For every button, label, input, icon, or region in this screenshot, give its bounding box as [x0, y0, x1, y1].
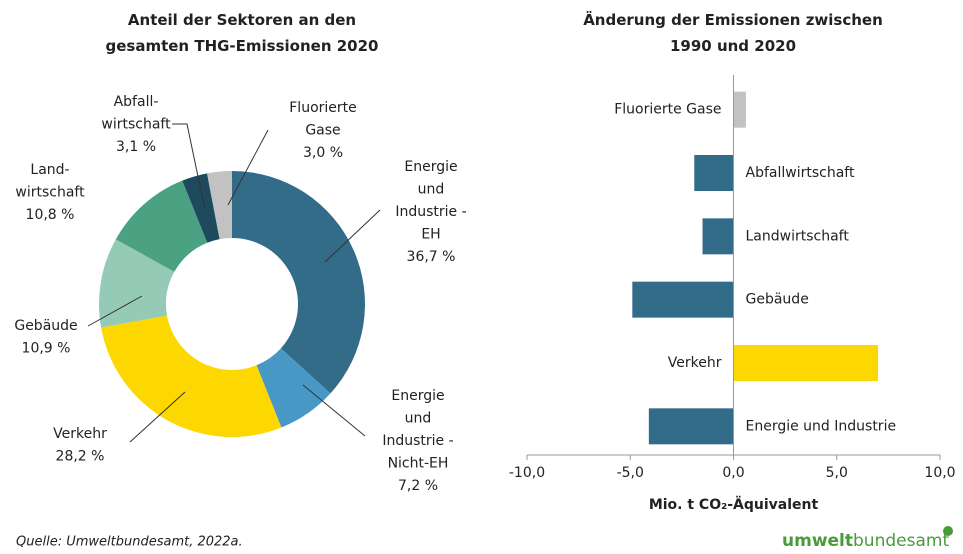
leader-line	[172, 123, 206, 211]
bar	[694, 155, 734, 191]
category-label: Fluorierte Gase	[614, 102, 721, 118]
bar	[648, 408, 734, 445]
segment-label: Fluorierte Gase	[289, 100, 357, 139]
leader-line	[87, 295, 143, 327]
donut-segment	[256, 348, 331, 428]
segment-label: Gebäude	[14, 318, 77, 334]
donut-segment	[101, 315, 282, 437]
donut-segment	[182, 173, 220, 243]
segment-label: Abfall-wirtschaft	[101, 94, 171, 133]
value-label: 7,2 %	[398, 478, 438, 494]
bar	[733, 91, 746, 128]
x-axis-label: Mio. t CO₂-Äquivalent	[649, 496, 819, 513]
logo: umweltbundesamt	[782, 531, 949, 551]
source: Quelle: Umweltbundesamt, 2022a.	[16, 535, 243, 550]
x-tick-label: 5,0	[826, 465, 848, 481]
leader-line	[227, 129, 269, 206]
value-label: 10,8 %	[26, 207, 75, 223]
value-label: 3,0 %	[303, 145, 343, 161]
leader-line	[324, 209, 381, 263]
value-label: 36,7 %	[407, 249, 456, 265]
chart-title: Anteil der Sektoren an den gesamten THG-E…	[106, 11, 379, 55]
x-tick-label: 10,0	[924, 465, 955, 481]
donut-segment	[207, 171, 232, 240]
logo-part: umwelt	[782, 531, 853, 551]
segment-label: Energie und Industrie -EH	[395, 159, 466, 243]
value-label: 3,1 %	[116, 139, 156, 155]
x-tick-label: 0,0	[722, 465, 744, 481]
leader-line	[302, 384, 366, 437]
segment-label: Land-wirtschaft	[15, 162, 85, 201]
category-label: Gebäude	[746, 292, 809, 308]
bar	[632, 281, 734, 318]
bar	[733, 345, 879, 381]
value-label: 28,2 %	[56, 449, 105, 465]
leader-line	[129, 391, 186, 443]
x-tick-label: -10,0	[509, 465, 545, 481]
donut-segment	[99, 239, 175, 328]
value-label: 10,9 %	[22, 341, 71, 357]
category-label: Verkehr	[668, 355, 722, 371]
category-label: Abfallwirtschaft	[746, 165, 855, 181]
bar	[702, 218, 734, 255]
logo-icon	[943, 526, 953, 536]
category-label: Energie und Industrie	[746, 418, 897, 434]
segment-label: Energie und Industrie -Nicht-EH	[382, 388, 453, 472]
donut-segment	[232, 171, 365, 394]
x-tick-label: -5,0	[617, 465, 644, 481]
logo-part: bundesamt	[853, 531, 949, 551]
donut-segment	[115, 180, 208, 272]
segment-label: Verkehr	[53, 426, 107, 442]
category-label: Landwirtschaft	[746, 228, 850, 244]
chart-title: Änderung der Emissionen zwischen 1990 und…	[583, 10, 883, 55]
